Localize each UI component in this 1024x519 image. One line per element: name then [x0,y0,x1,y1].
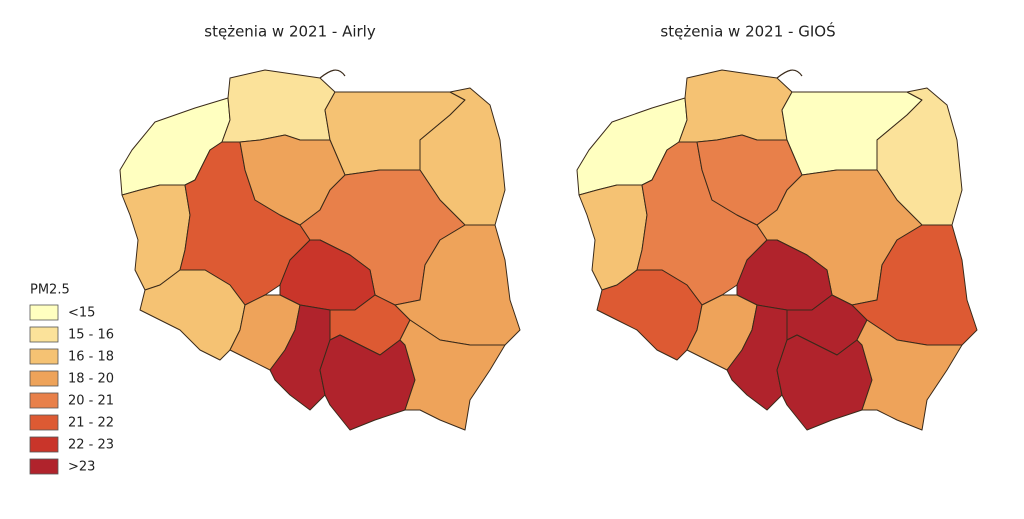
legend-swatch [29,326,59,343]
map [119,69,521,431]
legend-swatch [29,414,59,431]
region [319,334,416,431]
map-title: stężenia w 2021 - GIOŚ [660,22,835,41]
region [221,69,336,143]
legend-swatch [29,436,59,453]
region [776,334,873,431]
legend-label: 18 - 20 [68,372,114,387]
legend-swatch [29,348,59,365]
legend-swatch [29,458,59,475]
legend-label: 20 - 21 [68,394,114,409]
coast-spit [319,69,346,79]
region [678,69,793,143]
legend-label: 22 - 23 [68,438,114,453]
map-title: stężenia w 2021 - Airly [204,23,376,41]
legend-swatch [29,304,59,321]
legend-label: 21 - 22 [68,416,114,431]
legend-title: PM2.5 [30,283,70,298]
coast-spit [776,69,803,79]
region [856,319,963,431]
legend-label: <15 [68,306,95,321]
map [576,69,978,431]
legend-label: 16 - 18 [68,350,114,365]
legend: <15 15 - 16 16 - 18 18 - 20 20 - 21 21 - 22 22… [29,304,114,475]
legend-swatch [29,392,59,409]
region [399,319,506,431]
legend-label: 15 - 16 [68,328,114,343]
legend-swatch [29,370,59,387]
legend-label: >23 [68,460,95,475]
